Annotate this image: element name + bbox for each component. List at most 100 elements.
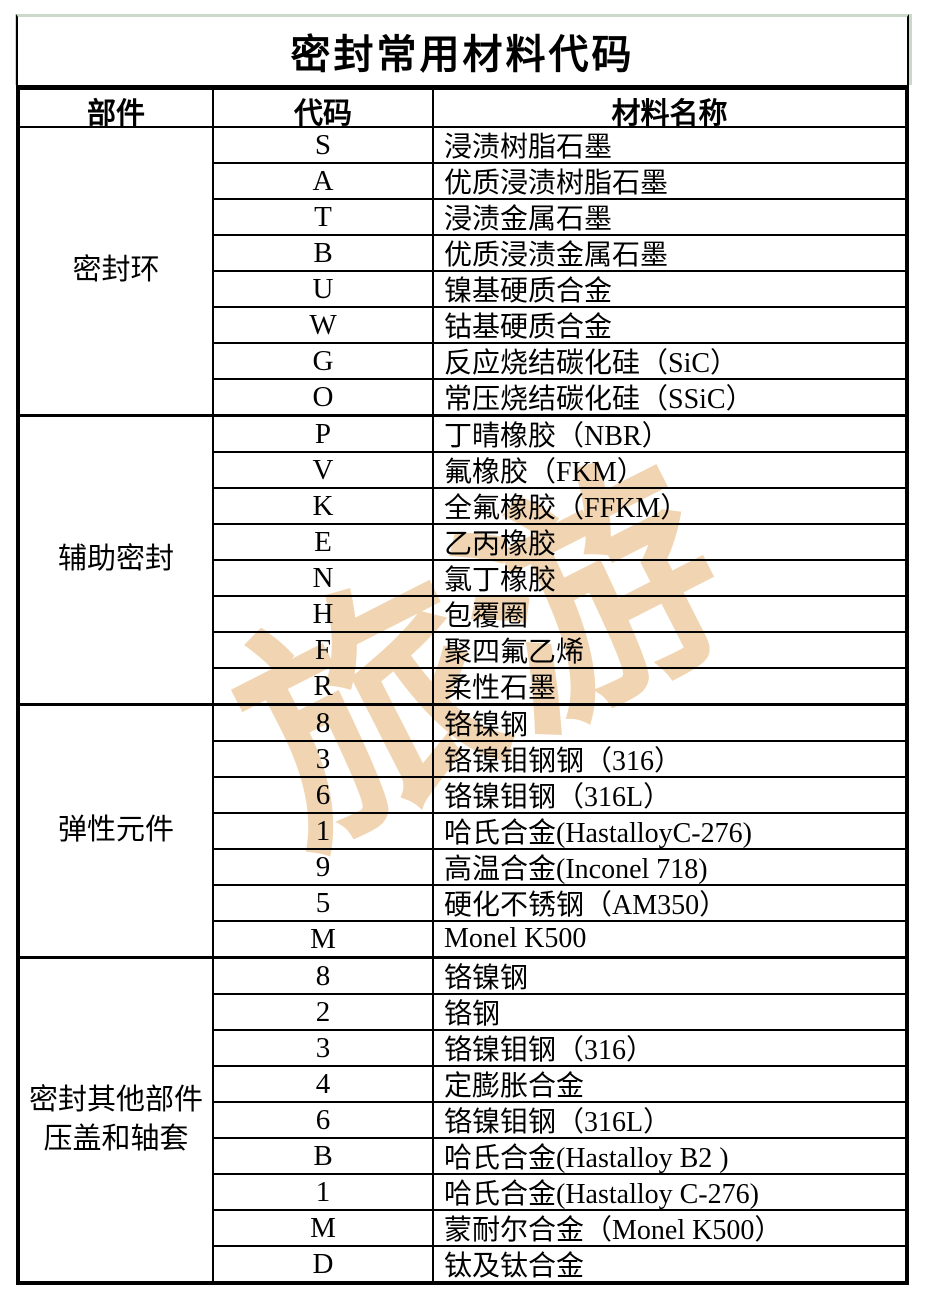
code-cell: E	[214, 525, 434, 559]
material-name-cell: 柔性石墨	[444, 673, 557, 703]
code-cell: M	[214, 1211, 434, 1245]
table-row: S 浸渍树脂石墨	[214, 128, 905, 164]
code-cell: 5	[214, 886, 434, 920]
material-name-cell: 全氟橡胶（FFKM）	[444, 493, 689, 523]
material-name-cell: 丁晴橡胶（NBR）	[444, 421, 670, 451]
code-cell: D	[214, 1247, 434, 1281]
material-name-cell: 定膨胀合金	[444, 1071, 585, 1101]
table-row: B 优质浸渍金属石墨	[214, 236, 905, 272]
part-cell: 弹性元件	[20, 706, 214, 956]
part-cell-line: 弹性元件	[57, 814, 174, 847]
table-row: 1 哈氏合金(Hastalloy C-276)	[214, 1175, 905, 1211]
table-section: 密封环 S 浸渍树脂石墨 A 优质浸渍树脂石墨 T 浸渍金属石墨 B 优质浸渍金属石墨 U 镍基硬质…	[20, 128, 905, 417]
table-row: G 反应烧结碳化硅（SiC）	[214, 344, 905, 380]
material-name-cell: 铬镍钢	[444, 710, 529, 740]
table-row: O 常压烧结碳化硅（SSiC）	[214, 380, 905, 414]
code-cell: G	[214, 344, 434, 378]
table-row: F 聚四氟乙烯	[214, 633, 905, 669]
code-cell: 8	[214, 959, 434, 993]
code-cell: S	[214, 128, 434, 162]
code-cell: 1	[214, 814, 434, 848]
section-rows: 8 铬镍钢 3 铬镍钼钢钢（316） 6 铬镍钼钢（316L） 1 哈氏合金(Hastallo…	[214, 706, 905, 956]
table-row: 9 高温合金(Inconel 718)	[214, 850, 905, 886]
material-name-cell: Monel K500	[444, 923, 587, 954]
code-cell: V	[214, 453, 434, 487]
table-row: E 乙丙橡胶	[214, 525, 905, 561]
table-row: M 蒙耐尔合金（Monel K500）	[214, 1211, 905, 1247]
code-cell: B	[214, 236, 434, 270]
table-row: V 氟橡胶（FKM）	[214, 453, 905, 489]
material-code-table: 部件 代码 材料名称 密封环 S 浸渍树脂石墨 A 优质浸渍树脂石墨 T 浸渍金属石墨 B 优质…	[16, 85, 909, 1285]
material-name-cell: 浸渍金属石墨	[444, 204, 613, 234]
part-cell-line: 压盖和轴套	[43, 1123, 189, 1155]
code-cell: 4	[214, 1067, 434, 1101]
table-section: 辅助密封 P 丁晴橡胶（NBR） V 氟橡胶（FKM） K 全氟橡胶（FFKM） E 乙丙橡胶 N…	[20, 417, 905, 706]
code-cell: 2	[214, 995, 434, 1029]
table-row: D 钛及钛合金	[214, 1247, 905, 1281]
page-title: 密封常用材料代码	[290, 32, 635, 77]
table-row: 8 铬镍钢	[214, 959, 905, 995]
material-name-cell: 常压烧结碳化硅（SSiC）	[444, 384, 754, 414]
table-row: 1 哈氏合金(HastalloyC-276)	[214, 814, 905, 850]
code-cell: 1	[214, 1175, 434, 1209]
table-row: 5 硬化不锈钢（AM350）	[214, 886, 905, 922]
header-material-name: 材料名称	[611, 98, 728, 130]
code-cell: P	[214, 417, 434, 451]
code-cell: H	[214, 597, 434, 631]
table-row: T 浸渍金属石墨	[214, 200, 905, 236]
code-cell: K	[214, 489, 434, 523]
material-name-cell: 哈氏合金(Hastalloy B2 )	[444, 1143, 729, 1173]
code-cell: A	[214, 164, 434, 198]
code-cell: 6	[214, 778, 434, 812]
table-row: 8 铬镍钢	[214, 706, 905, 742]
code-cell: B	[214, 1139, 434, 1173]
material-name-cell: 哈氏合金(HastalloyC-276)	[444, 818, 752, 848]
table-row: P 丁晴橡胶（NBR）	[214, 417, 905, 453]
code-cell: O	[214, 380, 434, 414]
sheet: 密封常用材料代码 部件 代码 材料名称 密封环 S 浸渍树脂石墨 A 优质浸渍树脂石墨 T…	[16, 14, 909, 1285]
table-row: K 全氟橡胶（FFKM）	[214, 489, 905, 525]
code-cell: 9	[214, 850, 434, 884]
code-cell: W	[214, 308, 434, 342]
material-name-cell: 优质浸渍金属石墨	[444, 240, 669, 270]
material-name-cell: 包覆圈	[444, 601, 529, 631]
table-row: 3 铬镍钼钢钢（316）	[214, 742, 905, 778]
table-body: 密封环 S 浸渍树脂石墨 A 优质浸渍树脂石墨 T 浸渍金属石墨 B 优质浸渍金属石墨 U 镍基硬质…	[20, 128, 905, 1281]
material-name-cell: 铬镍钼钢（316L）	[444, 782, 672, 812]
material-name-cell: 铬镍钼钢（316）	[444, 1035, 655, 1065]
material-name-cell: 铬镍钼钢（316L）	[444, 1107, 672, 1137]
material-name-cell: 硬化不锈钢（AM350）	[444, 890, 728, 920]
material-name-cell: 钛及钛合金	[444, 1251, 585, 1281]
material-name-cell: 铬钢	[444, 999, 501, 1029]
material-name-cell: 钴基硬质合金	[444, 312, 613, 342]
part-cell-line: 密封其他部件	[28, 1083, 203, 1116]
table-row: 3 铬镍钼钢（316）	[214, 1031, 905, 1067]
code-cell: 6	[214, 1103, 434, 1137]
part-cell-line: 辅助密封	[57, 543, 174, 576]
table-section: 密封其他部件 压盖和轴套 8 铬镍钢 2 铬钢 3 铬镍钼钢（316） 4 定膨胀合金 6 铬镍钼钢（…	[20, 959, 905, 1281]
part-cell: 辅助密封	[20, 417, 214, 703]
material-name-cell: 氯丁橡胶	[444, 565, 557, 595]
table-section: 弹性元件 8 铬镍钢 3 铬镍钼钢钢（316） 6 铬镍钼钢（316L） 1 哈氏合金(Hast…	[20, 706, 905, 959]
table-row: 6 铬镍钼钢（316L）	[214, 1103, 905, 1139]
table-header-row: 部件 代码 材料名称	[20, 90, 905, 132]
table-row: A 优质浸渍树脂石墨	[214, 164, 905, 200]
material-name-cell: 镍基硬质合金	[444, 276, 613, 306]
material-name-cell: 浸渍树脂石墨	[444, 132, 613, 162]
material-name-cell: 铬镍钼钢钢（316）	[444, 746, 683, 776]
code-cell: 3	[214, 742, 434, 776]
table-row: R 柔性石墨	[214, 669, 905, 703]
section-rows: P 丁晴橡胶（NBR） V 氟橡胶（FKM） K 全氟橡胶（FFKM） E 乙丙橡胶 N 氯丁橡胶…	[214, 417, 905, 703]
material-name-cell: 聚四氟乙烯	[444, 637, 585, 667]
table-row: 4 定膨胀合金	[214, 1067, 905, 1103]
code-cell: F	[214, 633, 434, 667]
table-row: U 镍基硬质合金	[214, 272, 905, 308]
table-row: B 哈氏合金(Hastalloy B2 )	[214, 1139, 905, 1175]
part-cell: 密封环	[20, 128, 214, 414]
title-box: 密封常用材料代码	[16, 14, 909, 85]
table-row: M Monel K500	[214, 922, 905, 956]
code-cell: 8	[214, 706, 434, 740]
header-code: 代码	[214, 90, 434, 132]
code-cell: T	[214, 200, 434, 234]
section-rows: S 浸渍树脂石墨 A 优质浸渍树脂石墨 T 浸渍金属石墨 B 优质浸渍金属石墨 U 镍基硬质合金 W…	[214, 128, 905, 414]
